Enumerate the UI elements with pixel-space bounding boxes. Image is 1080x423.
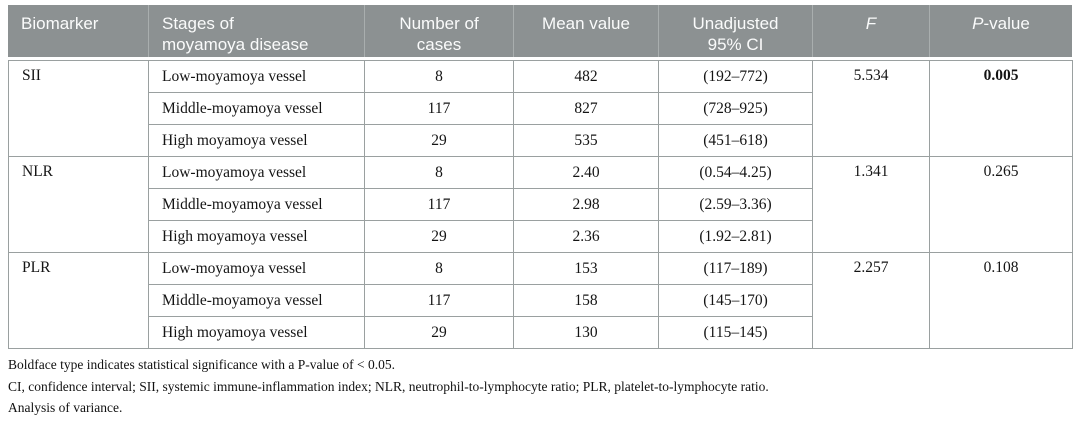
biomarker-nlr: NLR <box>8 156 149 253</box>
ci-cell: (115–145) <box>658 316 813 349</box>
footnote-anova: Analysis of variance. <box>8 400 123 416</box>
cases-cell: 29 <box>364 220 514 253</box>
p-value-nlr: 0.265 <box>929 156 1073 253</box>
stage-cell: High moyamoya vessel <box>148 220 365 253</box>
stage-cell: High moyamoya vessel <box>148 124 365 157</box>
stage-cell: Middle-moyamoya vessel <box>148 188 365 221</box>
mean-cell: 535 <box>513 124 659 157</box>
cases-cell: 8 <box>364 60 514 93</box>
ci-cell: (145–170) <box>658 284 813 317</box>
mean-cell: 2.98 <box>513 188 659 221</box>
header-unadjusted-ci: Unadjusted 95% CI <box>658 5 812 57</box>
ci-cell: (0.54–4.25) <box>658 156 813 189</box>
p-value-sii: 0.005 <box>929 60 1073 157</box>
ci-cell: (192–772) <box>658 60 813 93</box>
ci-cell: (1.92–2.81) <box>658 220 813 253</box>
ci-cell: (2.59–3.36) <box>658 188 813 221</box>
footnote-significance: Boldface type indicates statistical sign… <box>8 357 395 372</box>
stage-cell: Low-moyamoya vessel <box>148 60 365 93</box>
stage-cell: Low-moyamoya vessel <box>148 156 365 189</box>
f-label: F <box>865 14 877 33</box>
mean-cell: 2.40 <box>513 156 659 189</box>
results-table: SII Low-moyamoya vessel 8 482 (192–772) … <box>8 60 1073 349</box>
table-row: High moyamoya vessel 29 2.36 (1.92–2.81) <box>9 220 1073 253</box>
biomarker-sii: SII <box>8 60 149 157</box>
header-biomarker: Biomarker <box>21 14 99 33</box>
f-value-nlr: 1.341 <box>812 156 930 253</box>
table-header-row: Biomarker Stages of moyamoya disease Num… <box>8 5 1072 57</box>
cases-cell: 117 <box>364 92 514 125</box>
table-row: High moyamoya vessel 29 535 (451–618) <box>9 124 1073 157</box>
table-footnotes: Boldface type indicates statistical sign… <box>8 354 1072 419</box>
header-stages: Stages of moyamoya disease <box>148 5 364 57</box>
header-mean-value: Mean value <box>513 5 658 57</box>
header-f-statistic: F <box>812 5 929 57</box>
mean-cell: 2.36 <box>513 220 659 253</box>
stage-cell: Low-moyamoya vessel <box>148 252 365 285</box>
cases-cell: 29 <box>364 124 514 157</box>
ci-cell: (117–189) <box>658 252 813 285</box>
mean-cell: 130 <box>513 316 659 349</box>
cases-cell: 29 <box>364 316 514 349</box>
cases-cell: 117 <box>364 188 514 221</box>
f-value-sii: 5.534 <box>812 60 930 157</box>
p-label-rest: -value <box>983 14 1030 33</box>
p-value-plr: 0.108 <box>929 252 1073 349</box>
header-number-of-cases: Number of cases <box>364 5 513 57</box>
cases-cell: 8 <box>364 252 514 285</box>
biomarker-plr: PLR <box>8 252 149 349</box>
mean-cell: 482 <box>513 60 659 93</box>
mean-cell: 158 <box>513 284 659 317</box>
f-value-plr: 2.257 <box>812 252 930 349</box>
p-label-italic: P <box>972 14 984 33</box>
table-row: High moyamoya vessel 29 130 (115–145) <box>9 316 1073 349</box>
cases-cell: 8 <box>364 156 514 189</box>
stage-cell: Middle-moyamoya vessel <box>148 92 365 125</box>
ci-cell: (451–618) <box>658 124 813 157</box>
cases-cell: 117 <box>364 284 514 317</box>
table-row: NLR Low-moyamoya vessel 8 2.40 (0.54–4.2… <box>8 156 1073 253</box>
table-row: Middle-moyamoya vessel 117 2.98 (2.59–3.… <box>9 188 1073 221</box>
header-p-value: P-value <box>929 5 1072 57</box>
mean-cell: 827 <box>513 92 659 125</box>
stage-cell: Middle-moyamoya vessel <box>148 284 365 317</box>
stage-cell: High moyamoya vessel <box>148 316 365 349</box>
table-row: SII Low-moyamoya vessel 8 482 (192–772) … <box>8 60 1073 157</box>
table-row: PLR Low-moyamoya vessel 8 153 (117–189) … <box>8 252 1073 349</box>
mean-cell: 153 <box>513 252 659 285</box>
table-row: Middle-moyamoya vessel 117 827 (728–925) <box>9 92 1073 125</box>
ci-cell: (728–925) <box>658 92 813 125</box>
footnote-abbreviations: CI, confidence interval; SII, systemic i… <box>8 378 769 394</box>
